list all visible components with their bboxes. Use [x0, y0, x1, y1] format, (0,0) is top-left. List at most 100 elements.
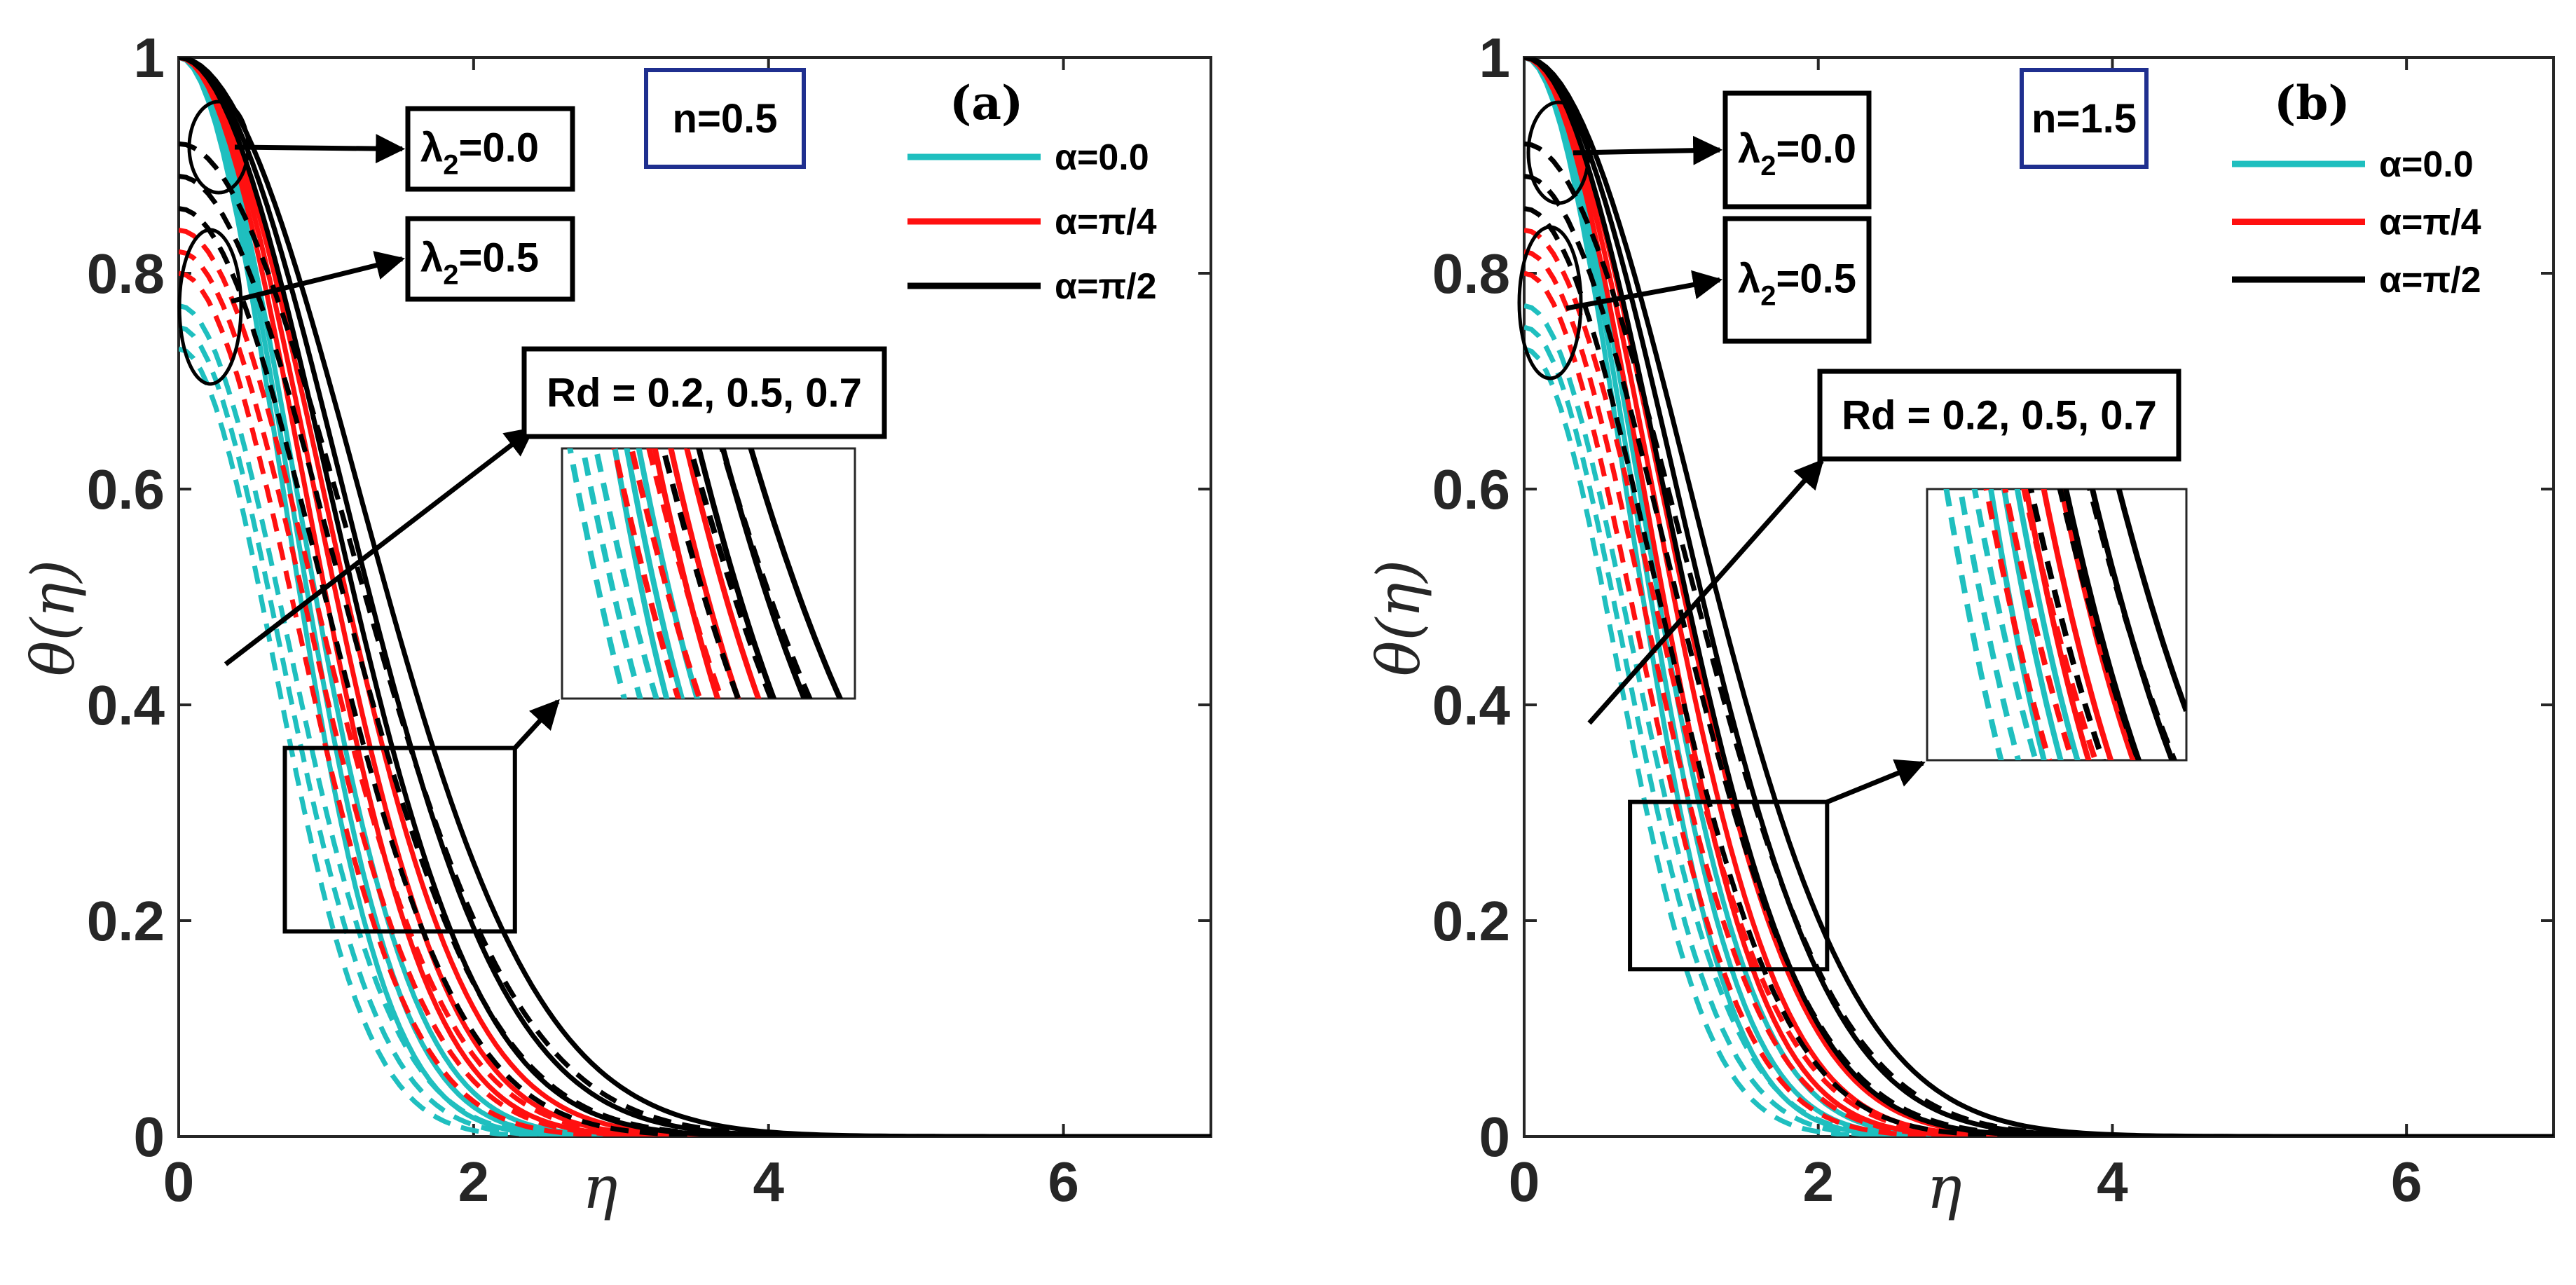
legend-label: α=0.0: [1055, 137, 1149, 178]
lambda-label: λ2=0.0: [1738, 126, 1856, 181]
inset-arrow: [1825, 759, 1926, 804]
x-axis-label: η: [582, 1153, 617, 1222]
rd-box: [521, 346, 887, 439]
inset-series-curve: [2116, 489, 2186, 713]
inset-series-curve: [2021, 489, 2099, 760]
inset-series-curve: [652, 448, 721, 699]
series-curve: [179, 57, 1211, 1136]
series-curve: [1524, 173, 2554, 1136]
y-axis-label: θ(η): [19, 560, 88, 676]
lambda-subscript: 2: [1760, 151, 1776, 181]
lambda-arrow: [1566, 270, 1723, 311]
legend-label: α=π/2: [1055, 266, 1157, 307]
n-label: n=0.5: [673, 96, 778, 142]
rd-box: [1817, 369, 2181, 462]
y-tick-label: 0: [134, 1106, 165, 1168]
legend-label: α=π/4: [1055, 202, 1157, 242]
y-tick-label: 0.4: [1432, 674, 1511, 736]
lambda-arrow: [234, 134, 406, 164]
y-tick-label: 0.8: [1432, 242, 1510, 305]
inset-series-curve: [567, 448, 627, 699]
n-box: [2020, 68, 2149, 169]
zoom-region: [282, 745, 517, 934]
lambda-arrow: [1573, 135, 1723, 165]
legend-label: α=π/4: [2379, 202, 2481, 243]
lambda-label: λ2=0.0: [420, 125, 539, 181]
panel-a: 0 2 4 6 0 0.2 0.4 0.6 0.8 1 η θ(η) (a) n=0.5 α=0.0 α=π/…: [19, 27, 1212, 1222]
inset-series-curve: [684, 448, 762, 699]
n-label: n=1.5: [2032, 96, 2137, 142]
lambda-label: λ2=0.5: [1738, 256, 1856, 312]
inset-series-curve: [646, 448, 725, 699]
inset-series-curve: [2028, 489, 2106, 760]
inset-series-curve: [696, 448, 777, 699]
inset-series-curve: [668, 448, 741, 699]
series-curve: [179, 57, 1211, 1136]
lambda-subscript: 2: [443, 260, 458, 291]
y-tick-label: 0.2: [1432, 890, 1510, 952]
lambda-value: =0.5: [459, 235, 540, 281]
inset-arrow: [513, 699, 560, 750]
y-tick-label: 0.6: [1432, 458, 1510, 521]
series-curve: [1524, 227, 2554, 1136]
lambda-arrow: [231, 251, 406, 304]
inset-series-curve: [660, 448, 741, 699]
series-curve: [1524, 324, 2554, 1136]
lambda-value: =0.5: [1776, 256, 1857, 302]
panel-b: 0 2 4 6 0 0.2 0.4 0.6 0.8 1 η θ(η) (b) n=1.5 α=0.0 α=π/…: [1364, 27, 2555, 1222]
inset-series-curve: [593, 448, 659, 699]
inset-curves: [1943, 489, 2186, 760]
series-curve: [1524, 57, 2554, 1136]
n-box: [644, 68, 806, 169]
inset-series-curve: [1943, 489, 2004, 760]
rd-arrow: [224, 427, 535, 666]
series-curve: [179, 324, 1211, 1136]
lambda-label: λ2=0.5: [420, 235, 539, 291]
series-curve: [1524, 57, 2554, 1136]
x-tick-label: 0: [1509, 1150, 1540, 1213]
x-tick-label: 2: [1802, 1150, 1834, 1213]
y-axis-label: θ(η): [1364, 560, 1433, 676]
lambda-value: =0.0: [459, 125, 540, 171]
lambda-value: =0.0: [1776, 126, 1857, 172]
inset-series-curve: [2001, 489, 2064, 760]
curves: [1524, 57, 2554, 1136]
x-tick-label: 4: [753, 1150, 784, 1213]
x-tick-label: 6: [1048, 1150, 1079, 1213]
inset-series-curve: [748, 448, 844, 699]
x-tick-label: 6: [2391, 1150, 2423, 1213]
series-curve: [179, 303, 1211, 1136]
zoom-region: [1628, 799, 1830, 972]
series-curve: [1524, 206, 2554, 1136]
x-axis-label: η: [1926, 1153, 1961, 1222]
x-tick-label: 2: [458, 1150, 490, 1213]
rd-arrow: [1587, 458, 1824, 725]
lambda-ellipse: [177, 228, 243, 386]
inset-series-curve: [580, 448, 643, 699]
series-curve: [179, 173, 1211, 1136]
lambda-box: [405, 106, 575, 192]
lambda-symbol: λ: [420, 125, 443, 171]
series-curve: [1524, 141, 2554, 1136]
series-curve: [179, 57, 1211, 1136]
curves: [179, 57, 1211, 1136]
y-tick-label: 0.4: [87, 674, 165, 736]
series-curve: [179, 57, 1211, 1136]
series-curve: [179, 141, 1211, 1136]
y-tick-label: 0.2: [87, 890, 165, 952]
rd-label: Rd = 0.2, 0.5, 0.7: [547, 371, 862, 416]
panel-label: (b): [2274, 76, 2350, 130]
legend-label: α=π/2: [2379, 260, 2481, 301]
lambda-symbol: λ: [420, 235, 443, 281]
lambda-ellipse: [1517, 225, 1583, 380]
inset-series-curve: [719, 448, 813, 699]
inset-series-curve: [2014, 489, 2081, 760]
lambda-box: [1722, 216, 1872, 344]
inset-curves: [567, 448, 844, 699]
x-tick-label: 4: [2097, 1150, 2128, 1213]
lambda-subscript: 2: [1760, 281, 1776, 312]
inset-series-curve: [2041, 489, 2114, 760]
y-tick-label: 0.8: [87, 242, 165, 305]
x-tick-label: 0: [163, 1150, 195, 1213]
